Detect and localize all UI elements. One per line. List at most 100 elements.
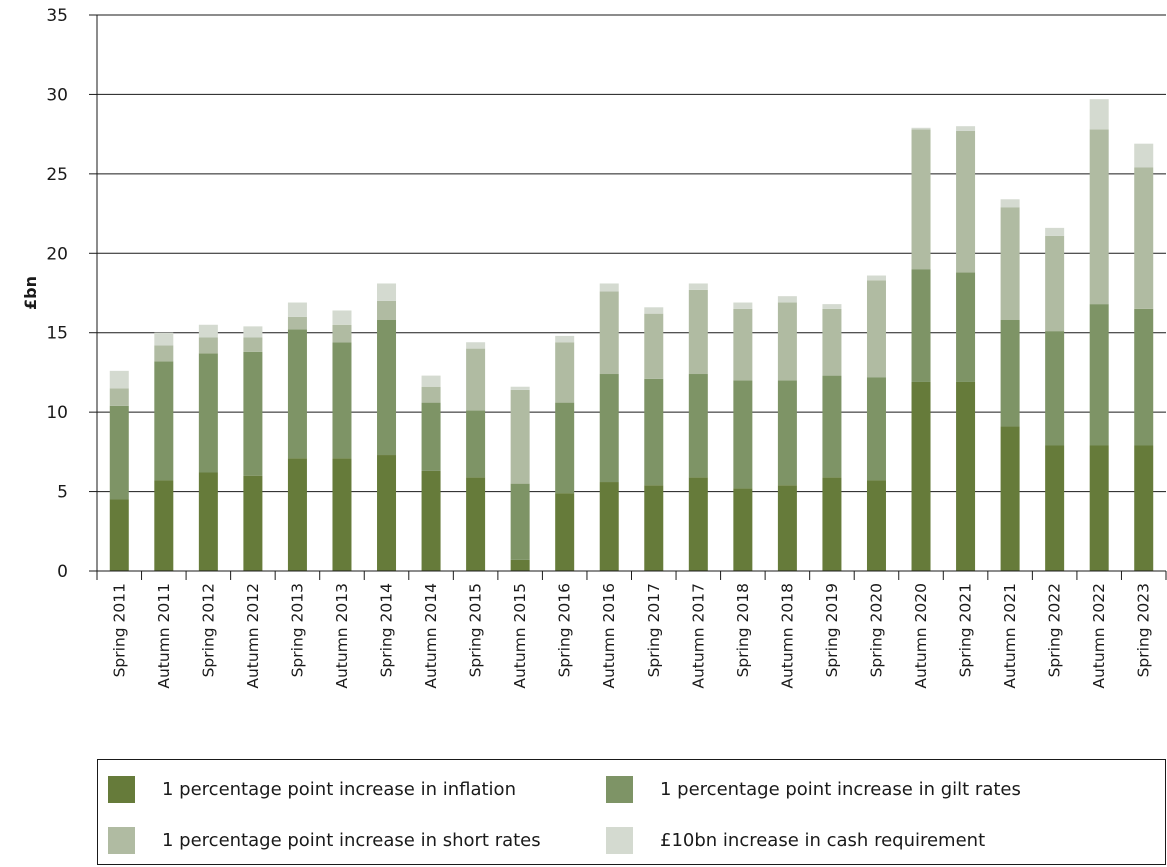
bar-segment-4-spring-2019 bbox=[822, 304, 842, 309]
bar-segment-1-spring-2022 bbox=[1045, 445, 1065, 571]
bar-segment-2-spring-2023 bbox=[1134, 308, 1154, 446]
bar-segment-3-spring-2011 bbox=[109, 388, 129, 406]
bar-segment-2-spring-2012 bbox=[198, 353, 218, 473]
x-tick-label: Autumn 2022 bbox=[1090, 583, 1108, 689]
bar-segment-1-spring-2018 bbox=[733, 488, 753, 571]
bar-segment-3-autumn-2020 bbox=[911, 129, 931, 270]
bar-segment-1-spring-2021 bbox=[956, 381, 976, 571]
bar-segment-1-spring-2013 bbox=[287, 458, 307, 571]
x-tick-label: Spring 2016 bbox=[556, 583, 574, 677]
y-tick-label: 25 bbox=[46, 165, 68, 185]
bar-segment-2-spring-2013 bbox=[287, 329, 307, 459]
bar-segment-2-spring-2017 bbox=[644, 378, 664, 486]
bar-segment-4-spring-2012 bbox=[198, 324, 218, 338]
legend-swatch bbox=[606, 775, 633, 803]
bar-segment-3-spring-2021 bbox=[956, 130, 976, 273]
stacked-bar-chart: £bn 0 5 10 15 20 25 30 35 Spring 2011 Autumn 2011… bbox=[21, 6, 1167, 689]
legend-swatch bbox=[606, 826, 633, 854]
bar-segment-4-autumn-2021 bbox=[1000, 199, 1020, 208]
bar-segment-2-spring-2014 bbox=[377, 320, 397, 456]
x-tick-label: Autumn 2015 bbox=[511, 583, 529, 689]
bar-segment-3-autumn-2012 bbox=[243, 337, 263, 352]
y-axis-label: £bn bbox=[21, 276, 40, 310]
y-tick-label: 30 bbox=[46, 85, 68, 105]
y-tick-label: 15 bbox=[46, 324, 68, 344]
x-tick-label: Autumn 2016 bbox=[600, 583, 618, 689]
gridlines bbox=[97, 14, 1166, 493]
x-tick-label: Autumn 2011 bbox=[155, 583, 173, 689]
bar-segment-1-autumn-2021 bbox=[1000, 426, 1020, 571]
y-tick-label: 20 bbox=[46, 244, 68, 264]
legend-swatch bbox=[108, 775, 135, 803]
x-tick-label: Autumn 2012 bbox=[244, 583, 262, 689]
legend-label: 1 percentage point increase in short rat… bbox=[162, 829, 541, 851]
bar-segment-4-autumn-2022 bbox=[1089, 99, 1109, 130]
legend-item: £10bn increase in cash requirement bbox=[606, 825, 985, 855]
bar-segment-3-autumn-2022 bbox=[1089, 129, 1109, 305]
bar-segment-2-autumn-2021 bbox=[1000, 320, 1020, 427]
bar-segment-1-autumn-2022 bbox=[1089, 445, 1109, 571]
legend-label: 1 percentage point increase in gilt rate… bbox=[660, 778, 1021, 800]
x-tick-label: Spring 2012 bbox=[199, 583, 217, 677]
bar-segment-2-spring-2016 bbox=[555, 402, 575, 494]
legend: 1 percentage point increase in inflation… bbox=[97, 759, 1166, 865]
x-tick-label: Autumn 2014 bbox=[422, 583, 440, 689]
x-tick-label: Spring 2014 bbox=[378, 583, 396, 677]
bar-segment-3-autumn-2014 bbox=[421, 386, 441, 403]
bar-segment-3-autumn-2021 bbox=[1000, 207, 1020, 321]
bar-segment-3-autumn-2013 bbox=[332, 324, 352, 343]
bar-segment-3-spring-2018 bbox=[733, 308, 753, 381]
legend-label: 1 percentage point increase in inflation bbox=[162, 778, 516, 800]
bar-segment-4-spring-2015 bbox=[466, 342, 486, 349]
x-tick-label: Autumn 2021 bbox=[1001, 583, 1019, 689]
bar-segment-4-spring-2022 bbox=[1045, 227, 1065, 236]
x-tick-label: Spring 2019 bbox=[823, 583, 841, 677]
bar-segment-2-spring-2019 bbox=[822, 375, 842, 478]
bar-segment-4-autumn-2013 bbox=[332, 310, 352, 325]
bar-segment-2-autumn-2020 bbox=[911, 269, 931, 382]
bar-segment-1-autumn-2011 bbox=[154, 480, 174, 571]
x-tick-label: Spring 2023 bbox=[1135, 583, 1153, 677]
bar-segment-4-autumn-2012 bbox=[243, 326, 263, 338]
x-tick-label: Spring 2022 bbox=[1046, 583, 1064, 677]
x-tick-label: Spring 2021 bbox=[957, 583, 975, 677]
bar-segment-3-spring-2023 bbox=[1134, 167, 1154, 309]
legend-item: 1 percentage point increase in gilt rate… bbox=[606, 774, 1021, 804]
bar-segment-3-spring-2017 bbox=[644, 313, 664, 379]
bar-segment-2-spring-2011 bbox=[109, 405, 129, 500]
bar-segment-4-spring-2016 bbox=[555, 335, 575, 343]
bar-segment-2-autumn-2017 bbox=[688, 374, 708, 478]
bar-segment-2-spring-2022 bbox=[1045, 331, 1065, 446]
bar-segment-3-autumn-2017 bbox=[688, 289, 708, 375]
bar-segment-2-autumn-2014 bbox=[421, 402, 441, 471]
bar-segment-4-autumn-2020 bbox=[911, 127, 931, 130]
x-tick-label: Autumn 2013 bbox=[333, 583, 351, 689]
bar-segment-3-spring-2014 bbox=[377, 300, 397, 321]
bar-segment-3-spring-2022 bbox=[1045, 235, 1065, 332]
bar-segment-4-spring-2021 bbox=[956, 126, 976, 131]
x-tick-label: Spring 2017 bbox=[645, 583, 663, 677]
bar-segment-1-spring-2017 bbox=[644, 485, 664, 571]
bar-segment-2-autumn-2015 bbox=[510, 483, 530, 560]
bar-segment-1-spring-2015 bbox=[466, 477, 486, 571]
x-tick-label: Spring 2015 bbox=[467, 583, 485, 677]
bar-segment-1-spring-2014 bbox=[377, 455, 397, 571]
bar-segment-4-spring-2017 bbox=[644, 307, 664, 314]
bar-segment-3-autumn-2011 bbox=[154, 345, 174, 362]
bar-segment-3-spring-2016 bbox=[555, 342, 575, 403]
bar-segment-4-autumn-2017 bbox=[688, 283, 708, 290]
bar-segment-3-spring-2012 bbox=[198, 337, 218, 354]
bar-segment-2-spring-2015 bbox=[466, 410, 486, 478]
x-tick-label: Spring 2020 bbox=[867, 583, 885, 677]
bar-segment-1-autumn-2012 bbox=[243, 475, 263, 571]
legend-label: £10bn increase in cash requirement bbox=[660, 829, 986, 851]
bar-segment-1-spring-2012 bbox=[198, 472, 218, 571]
y-tick-label: 10 bbox=[46, 403, 68, 423]
bar-segment-4-spring-2013 bbox=[287, 302, 307, 317]
bar-segment-3-spring-2020 bbox=[866, 280, 886, 378]
bar-segment-3-spring-2015 bbox=[466, 348, 486, 411]
bar-segment-1-autumn-2014 bbox=[421, 470, 441, 571]
bar-segment-1-spring-2011 bbox=[109, 499, 129, 571]
bar-segment-2-autumn-2013 bbox=[332, 342, 352, 459]
bar-segment-2-autumn-2011 bbox=[154, 361, 174, 481]
